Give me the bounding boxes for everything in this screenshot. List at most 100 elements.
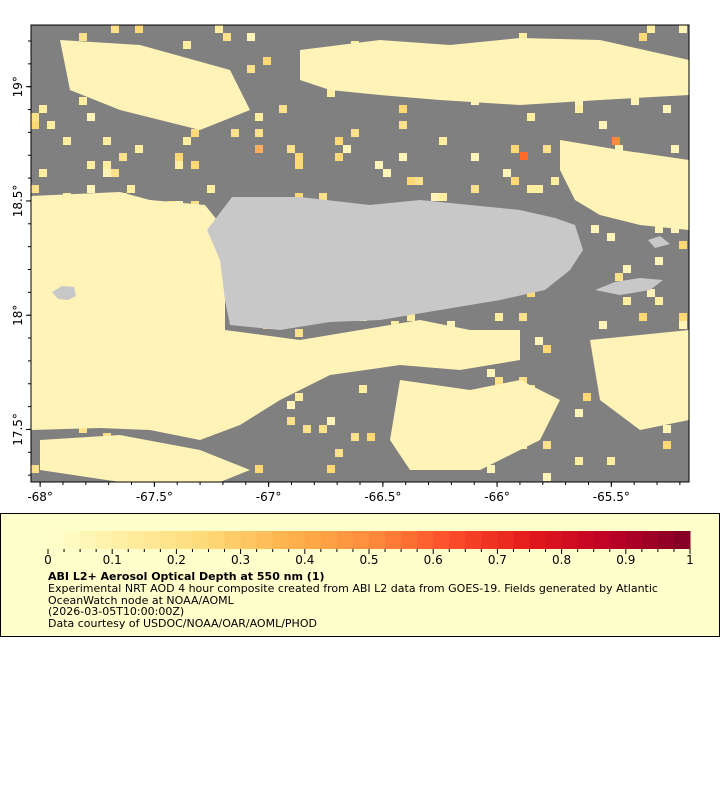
aod-cell (535, 337, 543, 345)
aod-cell (679, 313, 687, 321)
colorbar-step (320, 531, 338, 549)
aod-cell (351, 129, 359, 137)
colorbar-label: 0 (44, 553, 52, 567)
axes: -68° -67.5° -67° -66.5° -66° -65.5° 19° 18.5° 18… (11, 40, 681, 504)
x-tick-label: -66° (484, 490, 510, 504)
x-tick-label: -65.5° (593, 490, 630, 504)
aod-cell (255, 113, 263, 121)
aod-cell (487, 369, 495, 377)
legend-line-3: (2026-03-05T10:00:00Z) (48, 605, 185, 618)
colorbar-step (385, 531, 402, 549)
aod-cell (31, 113, 39, 121)
mona-land (52, 286, 76, 300)
colorbar-step (224, 531, 242, 549)
colorbar-step (433, 531, 450, 549)
aod-cell (407, 177, 415, 185)
colorbar-label: 0.2 (167, 553, 186, 567)
aod-cell (255, 129, 263, 137)
colorbar-step (256, 531, 274, 549)
aod-cell (127, 185, 135, 193)
aod-cell (495, 313, 503, 321)
aod-cell (663, 441, 671, 449)
aod-cell (255, 465, 263, 473)
aod-cell (103, 161, 111, 169)
x-tick-label: -66.5° (364, 490, 401, 504)
aod-cell (103, 137, 111, 145)
aod-cell (583, 393, 591, 401)
legend-line-1: Experimental NRT AOD 4 hour composite cr… (48, 582, 658, 595)
aod-cell (415, 177, 423, 185)
aod-cell (399, 153, 407, 161)
aod-cell (111, 169, 119, 177)
colorbar-label: 0.3 (231, 553, 250, 567)
aod-cell (471, 185, 479, 193)
aod-cell (87, 185, 95, 193)
aod-cell (607, 457, 615, 465)
aod-cell (655, 297, 663, 305)
aod-region-ne (560, 140, 689, 230)
aod-cell (79, 425, 87, 433)
aod-cell (327, 89, 335, 97)
colorbar-step (96, 531, 113, 549)
colorbar-step (449, 531, 466, 549)
aod-cell (679, 321, 687, 329)
aod-cell (543, 345, 551, 353)
aod-cell (247, 33, 255, 41)
aod-cell-high (612, 137, 620, 145)
y-tick-label: 18° (11, 305, 25, 326)
colorbar-step (240, 531, 258, 549)
aod-cell (295, 153, 303, 161)
colorbar-step (160, 531, 177, 549)
x-tick-label: -68° (27, 490, 53, 504)
aod-cell-high (520, 152, 528, 160)
aod-cell (447, 321, 455, 329)
aod-cell (79, 97, 87, 105)
aod-cell (623, 265, 631, 273)
aod-cell (543, 145, 551, 153)
aod-cell (543, 441, 551, 449)
colorbar-step (272, 531, 290, 549)
culebra-land (648, 236, 670, 248)
colorbar-step (529, 531, 547, 549)
aod-cell (383, 169, 391, 177)
colorbar-label: 0.4 (295, 553, 314, 567)
aod-cell (647, 25, 655, 33)
aod-cell (407, 313, 415, 321)
aod-cell (87, 161, 95, 169)
aod-cell (119, 153, 127, 161)
aod-cell (327, 465, 335, 473)
aod-cell (287, 417, 295, 425)
aod-cell (263, 57, 271, 65)
aod-cell (63, 137, 71, 145)
legend-line-2: OceanWatch node at NOAA/AOML (48, 593, 234, 607)
aod-cell (319, 425, 327, 433)
y-tick-label: 19° (11, 76, 25, 97)
y-tick-label: 17.5° (11, 413, 25, 446)
aod-cell (135, 25, 143, 33)
aod-cell (431, 193, 439, 201)
aod-cell (511, 145, 519, 153)
aod-cell (543, 473, 551, 481)
aod-cell (231, 129, 239, 137)
aod-cell (599, 121, 607, 129)
aod-region-nw (60, 40, 250, 130)
colorbar-step (288, 531, 306, 549)
colorbar-label: 0.1 (103, 553, 122, 567)
aod-cell (175, 161, 183, 169)
aod-cell (623, 297, 631, 305)
aod-cell (655, 257, 663, 265)
colorbar-step (48, 531, 65, 549)
colorbar-step (481, 531, 498, 549)
aod-map: -68° -67.5° -67° -66.5° -66° -65.5° 19° 18.5° 18… (11, 24, 690, 504)
aod-cell (639, 313, 647, 321)
vieques-land (595, 278, 663, 295)
aod-cell (519, 33, 527, 41)
aod-cell (591, 225, 599, 233)
aod-cell (215, 25, 223, 33)
colorbar-step (545, 531, 563, 549)
aod-region-west (31, 192, 520, 440)
aod-cell (575, 105, 583, 113)
aod-cell (87, 113, 95, 121)
aod-cell (295, 329, 303, 337)
aod-cell (335, 137, 343, 145)
